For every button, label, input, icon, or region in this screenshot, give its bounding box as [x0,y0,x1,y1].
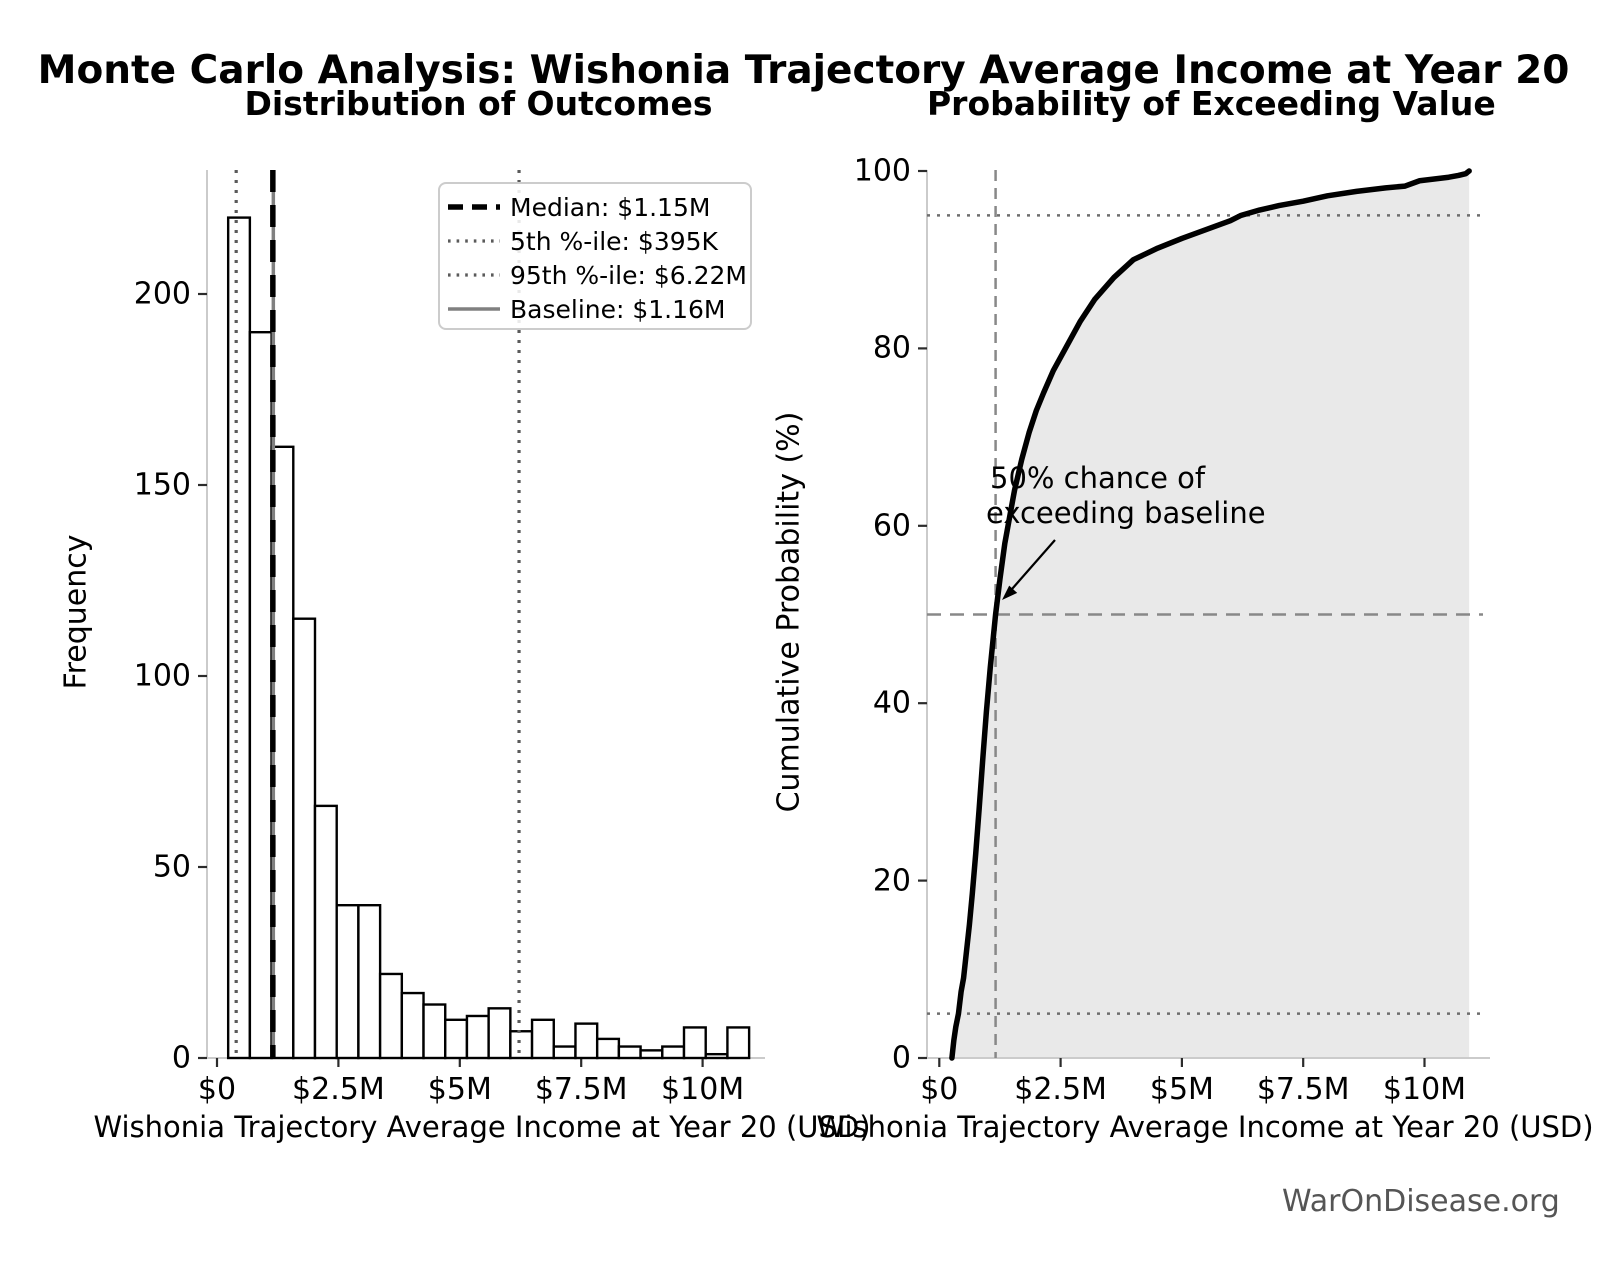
histogram-bar [509,1030,534,1060]
legend-label: Baseline: $1.16M [510,294,726,324]
annotation-line-1: 50% chance of [990,461,1206,495]
legend-label: Median: $1.15M [510,192,711,222]
left-x-tick-label: $7.5M [534,1072,628,1107]
histogram-bar [726,1026,751,1060]
histogram-bar [422,1003,447,1060]
left-y-tick-label: 200 [133,276,191,312]
left-y-tick-label: 50 [152,849,191,885]
histogram-bar [248,331,273,1060]
annotation-arrow-shaft [1011,539,1056,590]
left-y-axis-label: Frequency [58,534,94,690]
left-x-axis-label: Wishonia Trajectory Average Income at Ye… [93,1110,871,1144]
right-plot-title: Probability of Exceeding Value [927,84,1496,123]
left-plot-title: Distribution of Outcomes [244,84,713,123]
right-y-tick-label: 60 [872,508,911,544]
dotted-gray-line-sample [448,273,500,277]
histogram-bar [595,1037,621,1060]
legend-entry-baseline: Baseline: $1.16M [448,292,750,326]
histogram-bar [661,1045,686,1060]
left-x-tick-label: $5M [427,1072,492,1107]
left-x-tick-label: $0 [197,1072,237,1107]
annotation-line-2: exceeding baseline [986,496,1266,530]
histogram-bar [226,216,252,1060]
legend-label: 95th %-ile: $6.22M [510,260,747,290]
histogram-bar [313,804,338,1060]
histogram-bar [530,1018,555,1060]
histogram-bar [378,972,404,1060]
histogram-bar [552,1045,577,1060]
histogram-bar [335,904,360,1060]
histogram-bar [639,1049,664,1060]
legend-entry-p5: 5th %-ile: $395K [448,224,750,258]
dotted-gray-line-sample [448,239,500,243]
figure-title: Monte Carlo Analysis: Wishonia Trajector… [37,48,1570,93]
annotation-arrow-head [1002,585,1018,600]
right-x-tick-label: $5M [1149,1072,1214,1107]
legend-entry-median: Median: $1.15M [448,190,750,224]
dashed-black-line-sample [448,204,500,210]
right-y-tick-label: 100 [853,153,911,189]
histogram-bar [444,1018,469,1060]
right-x-tick-label: $0 [920,1072,959,1107]
histogram-bar [617,1045,642,1060]
right-x-tick-label: $10M [1382,1072,1467,1107]
histogram-bar [704,1052,729,1060]
histogram-bar [465,1014,490,1060]
legend-label: 5th %-ile: $395K [510,226,718,256]
left-y-tick-label: 150 [133,467,191,503]
cdf-curve [949,168,1472,1061]
histogram-bar [574,1022,599,1060]
solid-gray-line-sample [448,307,500,311]
left-x-tick-label: $10M [661,1072,745,1107]
histogram-bar [487,1007,512,1060]
histogram-bar [682,1026,707,1060]
left-y-tick-label: 0 [171,1040,191,1076]
histogram-bar [357,904,382,1060]
right-y-tick-label: 0 [891,1040,911,1076]
histogram-bar [292,617,317,1060]
right-x-tick-label: $7.5M [1256,1072,1350,1107]
histogram-bar [400,991,425,1060]
right-y-tick-label: 80 [872,330,911,366]
right-y-axis-label: Cumulative Probability (%) [771,411,807,813]
legend-box: Median: $1.15M 5th %-ile: $395K 95th %-i… [438,182,752,330]
right-x-axis-label: Wishonia Trajectory Average Income at Ye… [816,1110,1594,1144]
right-x-tick-label: $2.5M [1014,1072,1107,1107]
left-y-tick-label: 100 [133,658,191,694]
legend-entry-p95: 95th %-ile: $6.22M [448,258,750,292]
footer-watermark: WarOnDisease.org [1282,1184,1560,1219]
right-y-tick-label: 40 [872,685,911,721]
left-x-tick-label: $2.5M [292,1072,385,1107]
right-y-tick-label: 20 [872,863,911,899]
